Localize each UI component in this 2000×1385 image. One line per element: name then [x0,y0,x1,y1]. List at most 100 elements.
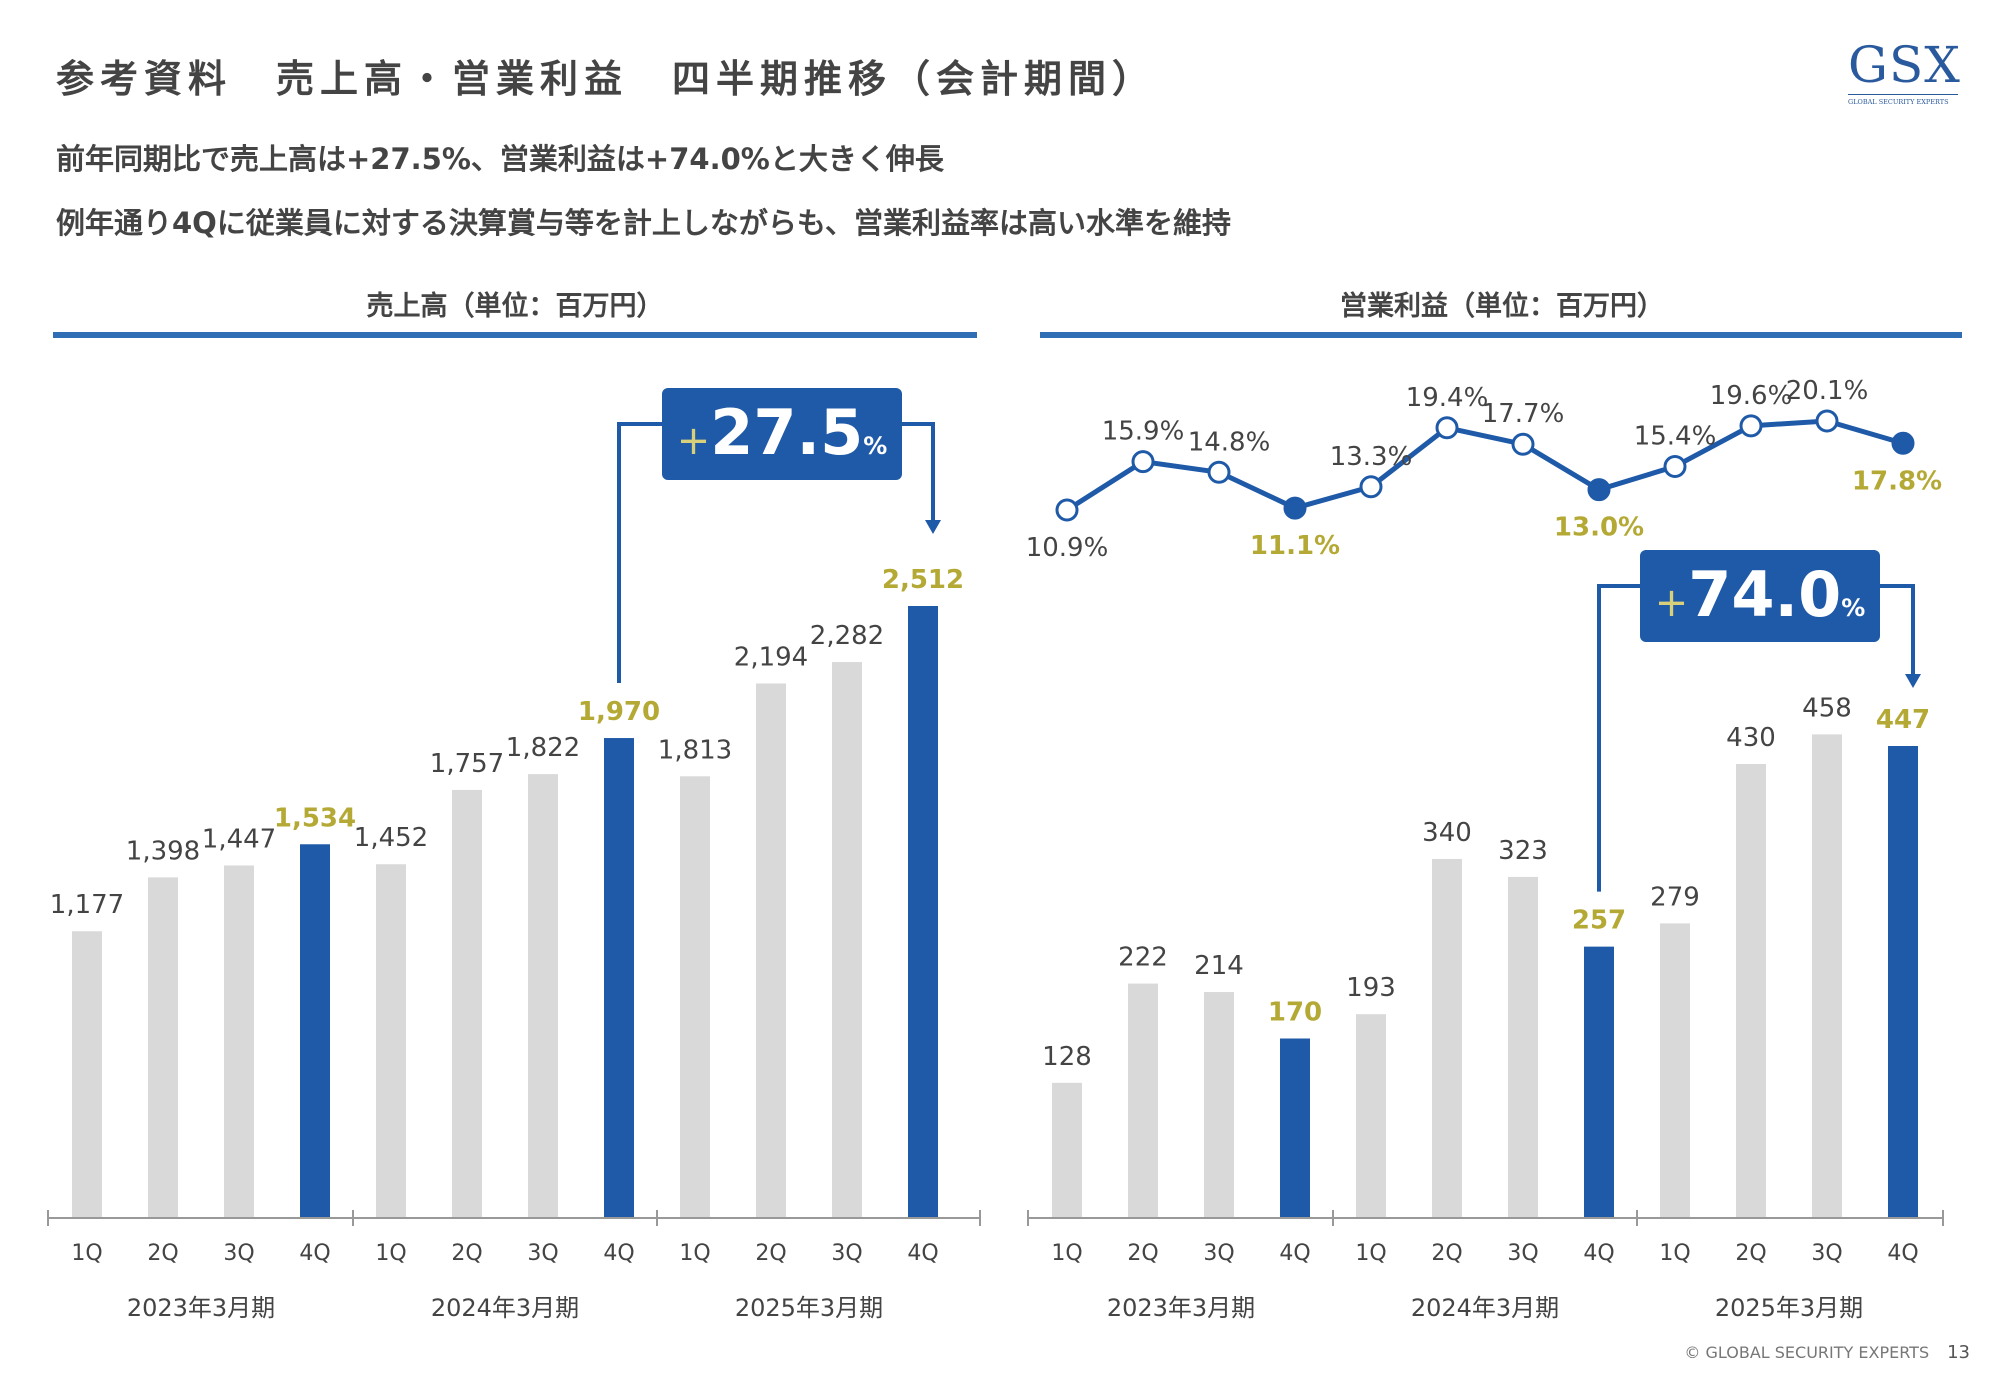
revenue-value-label: 1,970 [578,697,660,727]
revenue-quarter-label: 1Q [375,1241,406,1266]
profit-bar [1128,983,1158,1218]
profit-value-label: 458 [1802,693,1852,723]
margin-point [1207,460,1231,484]
subtitle-growth: 前年同期比で売上高は+27.5%、営業利益は+74.0%と大きく伸長 [56,142,944,176]
profit-header-rule [1040,332,1962,338]
revenue-quarter-label: 1Q [679,1241,710,1266]
profit-growth-plus: + [1655,580,1689,626]
profit-quarter-label: 4Q [1583,1241,1614,1266]
revenue-header-rule [53,332,977,338]
margin-label: 20.1% [1786,376,1869,406]
margin-point [1511,432,1535,456]
revenue-value-label: 1,398 [126,836,200,866]
profit-growth-text: +74.0% [1655,558,1866,631]
revenue-value-label: 1,534 [274,803,356,833]
revenue-quarter-label: 2Q [451,1241,482,1266]
revenue-value-label: 1,822 [506,733,580,763]
profit-value-label: 257 [1572,906,1626,936]
footer-copyright: © GLOBAL SECURITY EXPERTS [1684,1343,1930,1362]
profit-bar [1356,1014,1386,1218]
margin-point [1359,475,1383,499]
profit-quarter-label: 2Q [1431,1241,1462,1266]
margin-point [1739,414,1763,438]
logo-text: GSX [1848,36,1961,94]
profit-quarter-label: 3Q [1811,1241,1842,1266]
profit-bar [1052,1082,1082,1218]
logo-divider [1848,94,1958,95]
revenue-growth-box [662,388,902,480]
margin-point [1435,416,1459,440]
profit-quarter-label: 1Q [1355,1241,1386,1266]
revenue-chart-title: 売上高（単位：百万円） [366,291,664,322]
profit-bar [1736,763,1766,1218]
profit-bar [1660,923,1690,1218]
revenue-value-label: 1,813 [658,735,732,765]
subtitle-margin: 例年通り4Qに従業員に対する決算賞与等を計上しながらも、営業利益率は高い水準を維… [56,206,1231,240]
profit-chart-title: 営業利益（単位：百万円） [1340,291,1664,322]
revenue-callout-arrow [925,520,941,534]
profit-value-label: 340 [1422,818,1472,848]
revenue-bar [452,789,482,1218]
profit-bar [1812,734,1842,1218]
revenue-bar [72,931,102,1218]
revenue-value-label: 1,757 [430,749,504,779]
revenue-bar [376,864,406,1218]
revenue-callout-line-left [617,422,662,684]
revenue-growth-unit: % [863,432,887,460]
revenue-quarter-label: 1Q [71,1241,102,1266]
revenue-value-label: 1,452 [354,823,428,853]
revenue-bar [224,865,254,1218]
revenue-bar [528,774,558,1218]
revenue-quarter-label: 4Q [299,1241,330,1266]
gsx-logo: GSX GLOBAL SECURITY EXPERTS [1848,36,1961,106]
revenue-bar [832,662,862,1218]
page-title: 参考資料 売上高・営業利益 四半期推移（会計期間） [56,57,1157,101]
profit-quarter-label: 1Q [1659,1241,1690,1266]
revenue-quarter-label: 2Q [755,1241,786,1266]
margin-label: 10.9% [1026,533,1109,563]
logo-subtext: GLOBAL SECURITY EXPERTS [1848,98,1949,106]
margin-label: 19.4% [1406,383,1489,413]
revenue-value-label: 2,282 [810,621,884,651]
profit-quarter-label: 3Q [1507,1241,1538,1266]
revenue-growth-plus: + [677,418,711,464]
revenue-quarter-label: 4Q [907,1241,938,1266]
margin-label: 11.1% [1250,531,1340,561]
margin-line [1065,418,1904,513]
profit-callout-arrow [1905,674,1921,688]
revenue-quarter-label: 2Q [147,1241,178,1266]
revenue-bar [300,844,330,1218]
margin-label: 17.7% [1482,399,1565,429]
margin-label: 14.8% [1188,427,1271,457]
margin-point [1131,450,1155,474]
profit-quarter-label: 4Q [1887,1241,1918,1266]
profit-value-label: 430 [1726,723,1776,753]
profit-callout-line-left [1597,584,1640,892]
profit-value-label: 128 [1042,1042,1092,1072]
revenue-value-label: 1,177 [50,890,124,920]
margin-point [1815,409,1839,433]
margin-point [1891,431,1915,455]
revenue-value-label: 2,512 [882,565,964,595]
revenue-value-label: 1,447 [202,824,276,854]
profit-quarter-label: 2Q [1127,1241,1158,1266]
margin-label: 17.8% [1852,466,1942,496]
page-number: 13 [1947,1342,1970,1363]
revenue-growth-text: +27.5% [677,396,888,469]
revenue-quarter-label: 3Q [223,1241,254,1266]
profit-bar [1508,876,1538,1218]
profit-fiscal-year-label: 2025年3月期 [1715,1294,1863,1322]
margin-label: 15.9% [1102,417,1185,447]
profit-value-label: 170 [1268,997,1322,1027]
profit-value-label: 214 [1194,951,1244,981]
revenue-bar [604,738,634,1218]
profit-bar [1204,992,1234,1218]
revenue-fiscal-year-label: 2023年3月期 [127,1294,275,1322]
profit-bar [1280,1038,1310,1218]
profit-value-label: 279 [1650,882,1700,912]
profit-growth-number: 74.0 [1688,558,1841,631]
profit-bar [1584,946,1614,1218]
profit-growth-unit: % [1841,594,1865,622]
profit-value-label: 323 [1498,836,1548,866]
